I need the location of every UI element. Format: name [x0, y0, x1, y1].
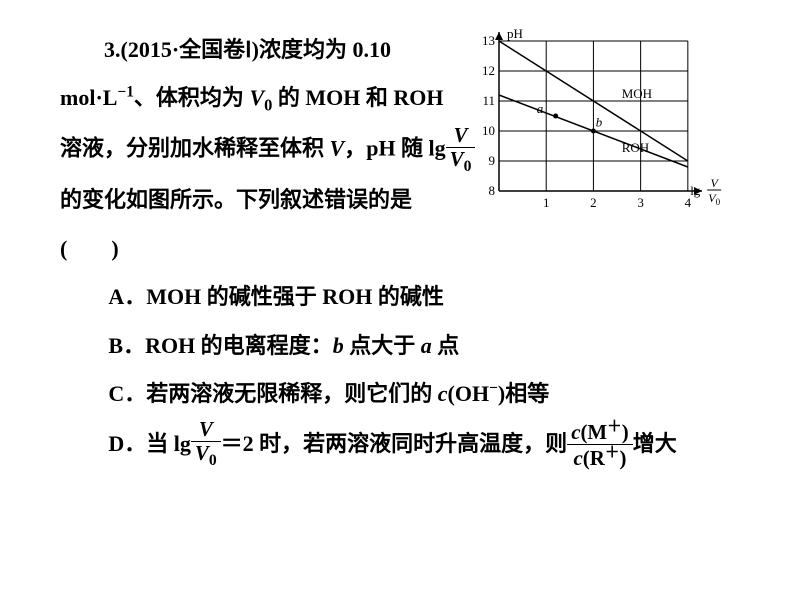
svg-text:8: 8 [489, 183, 496, 198]
frac-cm-cr: c(M＋)c(R＋) [567, 419, 633, 471]
option-b: B．ROH 的电离程度：b 点大于 a 点 [60, 322, 744, 370]
oc-d: )相等 [498, 381, 549, 406]
frac-v-v0-2: VV0 [191, 418, 221, 470]
svg-text:V0: V0 [708, 191, 720, 207]
q-line-4: 的变化如图所示。下列叙述错误的是 [60, 176, 490, 224]
ob-d: a [421, 333, 432, 358]
ob-a: B．ROH 的电离程度： [108, 333, 332, 358]
svg-text:a: a [537, 101, 544, 116]
q2b: 、体积均为 [134, 85, 250, 110]
svg-text:3: 3 [637, 195, 644, 210]
od-c: 增大 [633, 420, 677, 468]
q2a: mol·L [60, 85, 117, 110]
ph-dilution-chart: 12348910111213MOHROHabpHlg VV0 [467, 20, 752, 215]
svg-text:b: b [596, 115, 603, 130]
svg-text:pH: pH [507, 26, 523, 41]
oc-b: c [438, 381, 448, 406]
oc-c: (OH [448, 381, 490, 406]
f3ds: ＋ [605, 445, 620, 461]
q2v0: V [249, 85, 264, 110]
od-b: ＝2 时，若两溶液同时升高温度，则 [221, 420, 568, 468]
svg-text:9: 9 [489, 153, 496, 168]
svg-text:10: 10 [482, 123, 495, 138]
f1n: V [454, 123, 468, 147]
f3dc: ) [619, 446, 626, 470]
svg-text:11: 11 [482, 93, 495, 108]
f3nc: ) [622, 420, 629, 444]
oc-sup: − [489, 380, 498, 397]
svg-text:1: 1 [543, 195, 550, 210]
q-line-3: 溶液，分别加水稀释至体积 V，pH 随 lgVV0 [60, 124, 490, 176]
f3ns: ＋ [607, 419, 622, 435]
f3db: (R [583, 446, 605, 470]
q3b: ，pH 随 lg [344, 135, 445, 160]
q3a: 溶液，分别加水稀释至体积 [60, 135, 330, 160]
option-c: C．若两溶液无限稀释，则它们的 c(OH−)相等 [60, 370, 744, 418]
svg-text:lg: lg [690, 183, 701, 198]
q2exp: −1 [117, 84, 133, 101]
svg-text:MOH: MOH [622, 86, 652, 101]
option-a: A．MOH 的碱性强于 ROH 的碱性 [60, 273, 744, 321]
f2n: V [199, 417, 213, 441]
ob-b: b [333, 333, 344, 358]
svg-text:12: 12 [482, 63, 495, 78]
q-line-1: 3.(2015·全国卷Ⅰ)浓度均为 0.10 [60, 20, 490, 74]
ob-c: 点大于 [344, 333, 421, 358]
f3nb: (M [580, 420, 607, 444]
q-line-2: mol·L−1、体积均为 V0 的 MOH 和 ROH [60, 74, 490, 124]
od-a: D．当 lg [108, 420, 191, 468]
ob-e: 点 [432, 333, 460, 358]
svg-text:V: V [711, 176, 720, 190]
svg-text:13: 13 [482, 33, 495, 48]
q-line-5: ( ) [60, 225, 744, 273]
svg-text:2: 2 [590, 195, 597, 210]
q2c: 的 MOH 和 ROH [272, 85, 443, 110]
q3v: V [330, 135, 345, 160]
f2ds: 0 [209, 453, 217, 470]
f1da: V [450, 147, 464, 171]
f3da: c [574, 446, 583, 470]
oc-a: C．若两溶液无限稀释，则它们的 [108, 381, 437, 406]
f2da: V [195, 441, 209, 465]
option-d: D．当 lgVV0＝2 时，若两溶液同时升高温度，则c(M＋)c(R＋)增大 [60, 418, 744, 470]
svg-text:ROH: ROH [622, 140, 649, 155]
